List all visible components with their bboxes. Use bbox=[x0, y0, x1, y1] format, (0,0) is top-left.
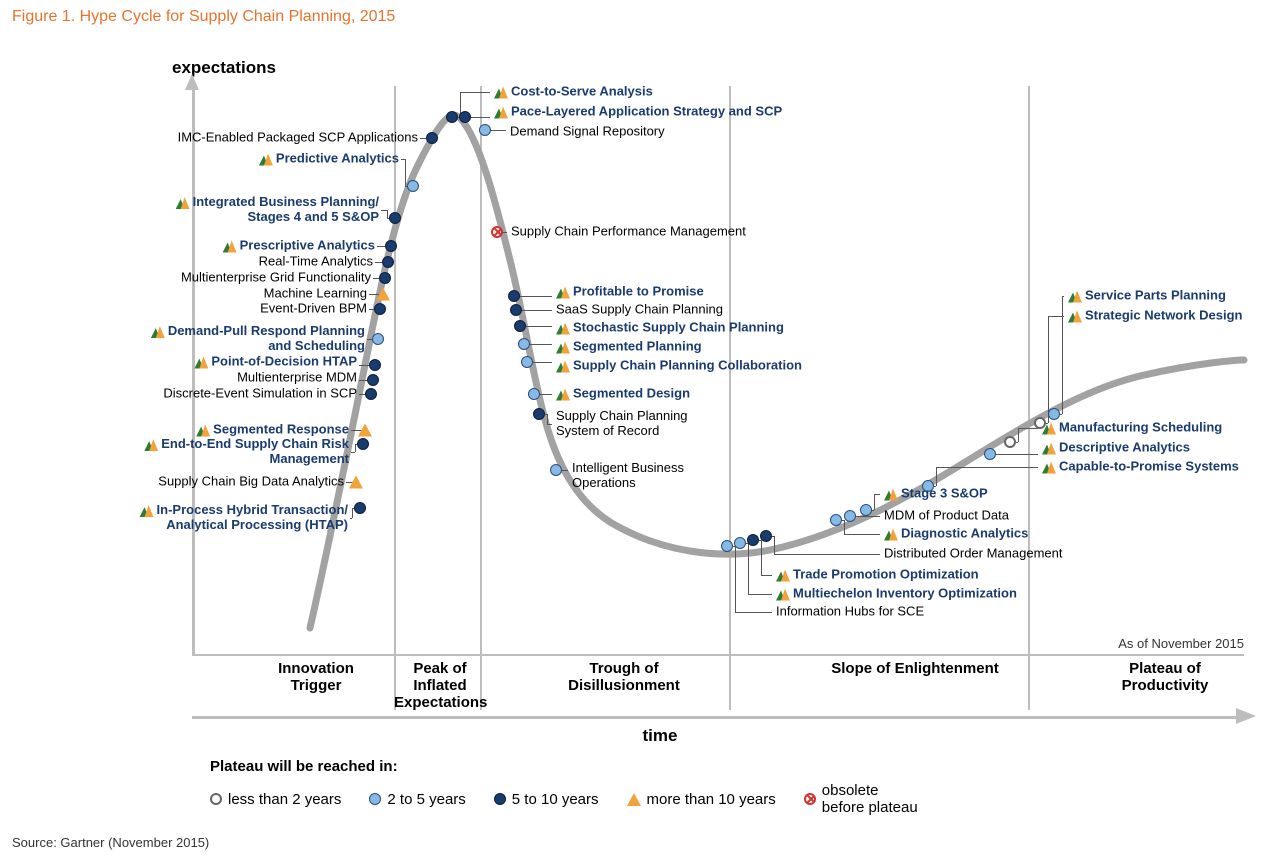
phase-label: Plateau of Productivity bbox=[1090, 660, 1240, 694]
tech-label: Intelligent Business Operations bbox=[572, 461, 684, 491]
tech-marker bbox=[367, 374, 379, 386]
tech-label: End-to-End Supply Chain Risk Management bbox=[144, 437, 349, 467]
tech-label: Machine Learning bbox=[264, 287, 367, 302]
tech-marker bbox=[521, 356, 533, 368]
tech-label: IMC-Enabled Packaged SCP Applications bbox=[178, 131, 418, 146]
x-axis-label: time bbox=[600, 726, 720, 746]
tech-marker bbox=[510, 304, 522, 316]
tech-marker bbox=[844, 510, 856, 522]
legend-row: less than 2 years 2 to 5 years 5 to 10 yea… bbox=[210, 782, 918, 816]
tech-label: Trade Promotion Optimization bbox=[776, 568, 979, 583]
tech-marker bbox=[984, 448, 996, 460]
tech-marker bbox=[747, 534, 759, 546]
legend-item: obsolete before plateau bbox=[804, 782, 918, 816]
tech-label: Capable-to-Promise Systems bbox=[1042, 460, 1239, 475]
tech-marker bbox=[721, 540, 733, 552]
tech-label: Cost-to-Serve Analysis bbox=[494, 85, 653, 100]
tech-marker bbox=[358, 424, 372, 437]
tech-label: Event-Driven BPM bbox=[260, 302, 367, 317]
legend-title: Plateau will be reached in: bbox=[210, 758, 398, 775]
tech-marker bbox=[550, 464, 562, 476]
tech-label: Supply Chain Performance Management bbox=[511, 225, 746, 240]
phase-label: Peak of Inflated Expectations bbox=[394, 660, 486, 711]
tech-label: Stochastic Supply Chain Planning bbox=[556, 321, 784, 336]
tech-label: Segmented Planning bbox=[556, 340, 702, 355]
tech-label: Profitable to Promise bbox=[556, 285, 704, 300]
legend-item: 5 to 10 years bbox=[494, 791, 599, 808]
tech-marker bbox=[491, 226, 503, 238]
tech-label: Supply Chain Planning Collaboration bbox=[556, 359, 802, 374]
phase-label: Trough of Disillusionment bbox=[534, 660, 714, 694]
tech-marker bbox=[1004, 436, 1016, 448]
tech-label: Supply Chain Planning System of Record bbox=[556, 409, 688, 439]
tech-marker bbox=[508, 290, 520, 302]
tech-marker bbox=[760, 530, 772, 542]
tech-marker bbox=[533, 408, 545, 420]
tech-label: Prescriptive Analytics bbox=[223, 239, 375, 254]
tech-label: Demand Signal Repository bbox=[510, 125, 665, 140]
tech-label: Point-of-Decision HTAP bbox=[194, 355, 357, 370]
source-label: Source: Gartner (November 2015) bbox=[12, 835, 209, 850]
tech-label: Distributed Order Management bbox=[884, 547, 1062, 562]
tech-label: Service Parts Planning bbox=[1068, 289, 1226, 304]
tech-label: Integrated Business Planning/ Stages 4 a… bbox=[176, 195, 379, 225]
tech-label: Diagnostic Analytics bbox=[884, 527, 1028, 542]
tech-marker bbox=[830, 514, 842, 526]
tech-marker bbox=[354, 502, 366, 514]
tech-label: In-Process Hybrid Transaction/ Analytica… bbox=[140, 503, 348, 533]
legend-item: less than 2 years bbox=[210, 791, 341, 808]
tech-label: Stage 3 S&OP bbox=[884, 487, 988, 502]
tech-label: Predictive Analytics bbox=[259, 152, 399, 167]
tech-marker bbox=[446, 111, 458, 123]
tech-label: Supply Chain Big Data Analytics bbox=[158, 475, 344, 490]
tech-marker bbox=[459, 111, 471, 123]
tech-label: Descriptive Analytics bbox=[1042, 441, 1190, 456]
tech-label: Pace-Layered Application Strategy and SC… bbox=[494, 105, 782, 120]
tech-marker bbox=[374, 303, 386, 315]
tech-label: Information Hubs for SCE bbox=[776, 605, 924, 620]
tech-marker bbox=[518, 338, 530, 350]
phase-label: Innovation Trigger bbox=[246, 660, 386, 694]
tech-label: Strategic Network Design bbox=[1068, 309, 1243, 324]
tech-marker bbox=[365, 388, 377, 400]
tech-marker bbox=[407, 180, 419, 192]
tech-label: Multienterprise Grid Functionality bbox=[181, 271, 371, 286]
legend-item: 2 to 5 years bbox=[369, 791, 465, 808]
tech-label: Manufacturing Scheduling bbox=[1042, 421, 1222, 436]
tech-marker bbox=[376, 288, 390, 301]
tech-label: Multiechelon Inventory Optimization bbox=[776, 587, 1017, 602]
tech-label: Discrete-Event Simulation in SCP bbox=[163, 387, 357, 402]
tech-label: Segmented Design bbox=[556, 387, 690, 402]
phase-label: Slope of Enlightenment bbox=[800, 660, 1030, 677]
tech-marker bbox=[382, 256, 394, 268]
tech-label: Segmented Response bbox=[196, 423, 349, 438]
tech-marker bbox=[379, 272, 391, 284]
tech-marker bbox=[479, 124, 491, 136]
tech-label: Demand-Pull Respond Planning and Schedul… bbox=[151, 324, 365, 354]
tech-marker bbox=[860, 504, 872, 516]
tech-marker bbox=[349, 476, 363, 489]
tech-label: Real-Time Analytics bbox=[259, 255, 373, 270]
legend-item: more than 10 years bbox=[627, 791, 776, 808]
tech-marker bbox=[385, 240, 397, 252]
hype-cycle-figure: Figure 1. Hype Cycle for Supply Chain Pl… bbox=[0, 0, 1270, 856]
tech-label: Multienterprise MDM bbox=[237, 371, 357, 386]
tech-marker bbox=[1048, 408, 1060, 420]
tech-marker bbox=[528, 388, 540, 400]
tech-marker bbox=[426, 132, 438, 144]
tech-marker bbox=[357, 438, 369, 450]
tech-label: MDM of Product Data bbox=[884, 509, 1009, 524]
tech-marker bbox=[369, 359, 381, 371]
tech-marker bbox=[514, 320, 526, 332]
tech-marker bbox=[389, 212, 401, 224]
tech-marker bbox=[734, 537, 746, 549]
tech-label: SaaS Supply Chain Planning bbox=[556, 303, 723, 318]
tech-marker bbox=[372, 333, 384, 345]
asof-label: As of November 2015 bbox=[1118, 636, 1244, 651]
